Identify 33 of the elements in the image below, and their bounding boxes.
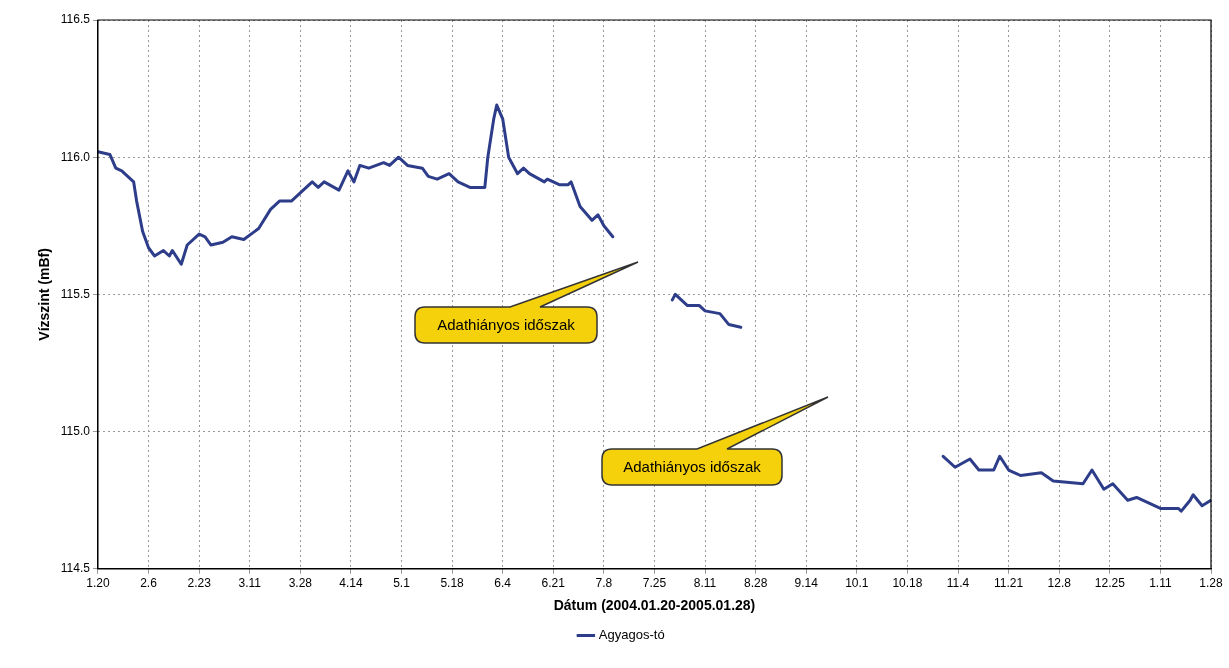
x-tick-label: 2.23 <box>187 576 212 591</box>
y-tick-label: 116.0 <box>60 149 91 164</box>
x-tick-label: 8.28 <box>743 576 768 591</box>
x-tick-label: 7.25 <box>642 576 667 591</box>
x-tick-label: 6.4 <box>494 576 512 591</box>
y-tick-label: 115.0 <box>60 423 91 438</box>
x-tick-label: 11.4 <box>946 576 970 591</box>
x-tick-label: 3.11 <box>238 576 262 591</box>
y-tick-label: 114.5 <box>60 561 91 576</box>
x-tick-label: 4.14 <box>339 576 363 591</box>
x-tick-label: 2.6 <box>140 576 158 591</box>
x-tick-label: 1.11 <box>1149 576 1172 591</box>
x-tick-label: 8.11 <box>693 576 717 591</box>
y-tick-label: 116.5 <box>60 12 91 27</box>
annotation: Adathiányos időszak <box>623 458 762 475</box>
x-tick-label: 7.8 <box>595 576 613 591</box>
x-tick-label: 3.28 <box>288 576 313 591</box>
legend-label: Agyagos-tó <box>598 627 665 643</box>
x-tick-label: 10.18 <box>892 576 923 591</box>
x-tick-label: 5.1 <box>393 576 411 591</box>
annotation: Adathiányos időszak <box>437 316 576 333</box>
x-tick-label: 1.28 <box>1199 576 1223 591</box>
x-tick-label: 12.8 <box>1047 576 1072 591</box>
x-tick-label: 6.21 <box>541 576 566 591</box>
x-tick-label: 9.14 <box>794 576 819 591</box>
x-tick-label: 1.20 <box>86 576 110 591</box>
x-tick-label: 5.18 <box>440 576 465 591</box>
y-tick-label: 115.5 <box>60 286 91 301</box>
x-tick-label: 11.21 <box>994 576 1024 591</box>
x-tick-label: 12.25 <box>1094 576 1126 591</box>
x-tick-label: 10.1 <box>845 576 869 591</box>
x-axis-title: Dátum (2004.01.20-2005.01.28) <box>553 597 756 614</box>
y-axis-title: Vízszint (mBf) <box>36 248 53 341</box>
